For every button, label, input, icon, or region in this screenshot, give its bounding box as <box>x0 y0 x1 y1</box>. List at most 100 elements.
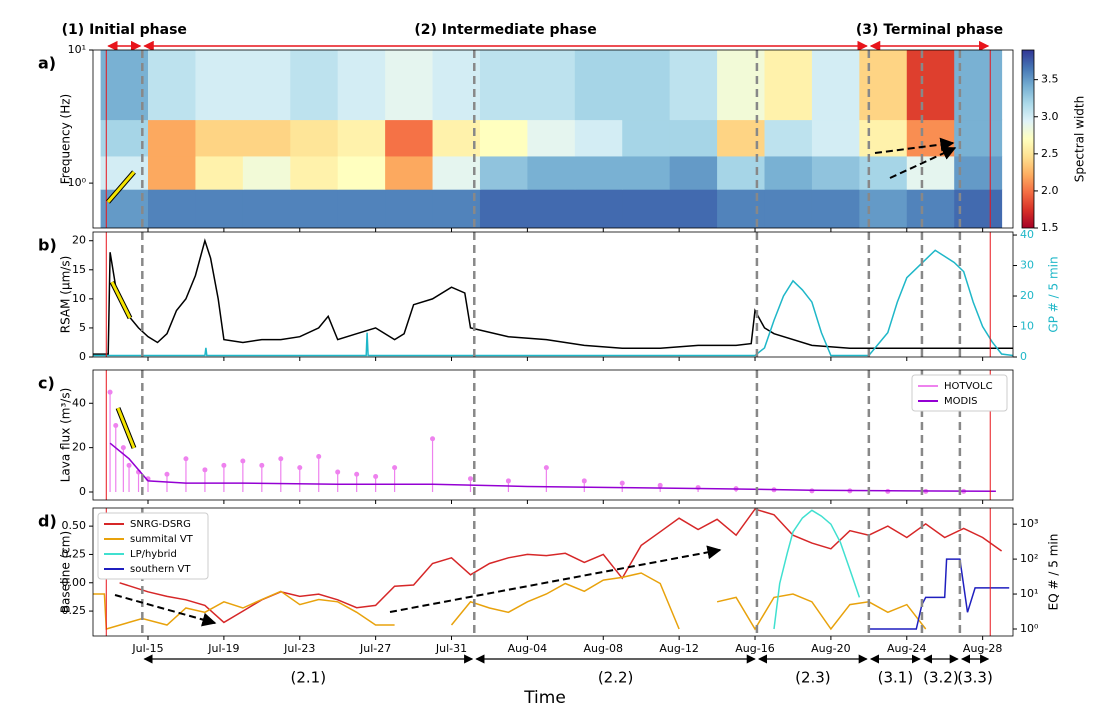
colorbar-tick-label: 2.5 <box>1041 147 1059 160</box>
stem-marker <box>297 465 303 471</box>
stem-marker <box>164 471 170 477</box>
stem-marker <box>202 467 208 473</box>
y2-tick-label: 10¹ <box>1020 587 1038 600</box>
x-axis-label: Time <box>523 688 566 708</box>
series-line <box>93 572 927 631</box>
stem-marker <box>240 458 246 464</box>
annotation-arrow <box>116 407 136 449</box>
legend-label: southern VT <box>130 564 191 575</box>
heatmap-cell <box>906 189 955 228</box>
x-tick-label: Aug-12 <box>659 642 698 655</box>
heatmap-cell <box>764 50 813 121</box>
stem-marker <box>126 462 132 468</box>
heatmap-cell <box>859 119 908 157</box>
y-tick-label: 0.25 <box>62 547 87 560</box>
series-line <box>773 509 861 630</box>
heatmap-cell <box>669 155 718 190</box>
legend-label: LP/hybrid <box>130 549 177 560</box>
heatmap-cell <box>527 119 576 157</box>
heatmap-cell <box>859 155 908 190</box>
panel-label: a) <box>38 54 56 73</box>
y-tick-label: 5 <box>79 321 86 334</box>
stem-marker <box>335 469 341 475</box>
heatmap-cell <box>764 189 813 228</box>
x-tick-label: Jul-27 <box>359 642 391 655</box>
annotation-arrow <box>110 281 132 319</box>
subphase-label: (3.1) <box>878 669 914 687</box>
panel-label: b) <box>38 236 57 255</box>
heatmap-cell <box>906 119 955 157</box>
heatmap-cell <box>574 50 623 121</box>
heatmap-cell <box>811 189 860 228</box>
y-tick-label: 40 <box>72 396 86 409</box>
colorbar-tick-label: 1.5 <box>1041 221 1059 234</box>
heatmap-cell <box>385 50 434 121</box>
heatmap-cell <box>622 119 671 157</box>
y2-axis-label: GP # / 5 min <box>1047 256 1061 332</box>
y-tick-label: 0.00 <box>62 576 87 589</box>
legend-label: HOTVOLC <box>944 381 993 392</box>
plot-area <box>93 238 1013 357</box>
annotation-arrow <box>874 137 955 154</box>
plot-area <box>93 508 1010 631</box>
annotation-arrow <box>889 146 957 179</box>
heatmap-cell <box>954 155 1003 190</box>
legend-label: SNRG-DSRG <box>130 519 191 530</box>
legend-box <box>97 512 209 580</box>
heatmap-cell <box>432 155 481 190</box>
subphase-label: (2.2) <box>598 669 634 687</box>
x-tick-label: Aug-16 <box>735 642 774 655</box>
heatmap-cell <box>479 119 528 157</box>
y-tick-label: 20 <box>72 234 86 247</box>
heatmap-cell <box>242 119 291 157</box>
x-tick-label: Aug-08 <box>584 642 623 655</box>
x-tick-label: Aug-04 <box>508 642 547 655</box>
heatmap-cell <box>290 119 339 157</box>
colorbar-tick-label: 3.0 <box>1041 110 1059 123</box>
heatmap-cell <box>954 189 1003 228</box>
annotation-arrow <box>114 594 217 627</box>
heatmap-cell <box>148 155 196 190</box>
x-tick-label: Aug-24 <box>887 642 926 655</box>
heatmap-cell <box>574 189 623 228</box>
stem-marker <box>430 436 436 442</box>
legend-label: MODIS <box>944 396 978 407</box>
y2-tick-label: 10³ <box>1020 517 1038 530</box>
heatmap-cell <box>669 50 718 121</box>
heatmap-cell <box>148 50 196 121</box>
y-tick-label: 10¹ <box>68 43 86 56</box>
heatmap-cell <box>242 50 291 121</box>
stem-marker <box>120 445 126 451</box>
panel-label: c) <box>38 374 55 393</box>
subphase-label: (2.1) <box>291 669 327 687</box>
panel-frame <box>92 49 1014 229</box>
y2-tick-label: 10² <box>1020 552 1038 565</box>
stem-marker <box>695 485 701 491</box>
heatmap-cell <box>622 155 671 190</box>
subphase-label: (3.3) <box>957 669 993 687</box>
heatmap-cell <box>669 189 718 228</box>
y-tick-label: 20 <box>72 441 86 454</box>
y-tick-label: 15 <box>72 263 86 276</box>
heatmap-cell <box>100 189 149 228</box>
heatmap-cell <box>195 50 244 121</box>
heatmap-cell <box>622 50 671 121</box>
stem-marker <box>505 478 511 484</box>
heatmap-cell <box>954 119 1003 157</box>
heatmap-cell <box>385 155 434 190</box>
annotation-arrow <box>106 171 136 203</box>
heatmap-cell <box>479 155 528 190</box>
phase-label: (2) Intermediate phase <box>414 22 596 38</box>
colorbar-label: Spectral width <box>1073 96 1087 182</box>
heatmap-cell <box>811 155 860 190</box>
x-tick-label: Jul-15 <box>131 642 163 655</box>
x-tick-label: Aug-28 <box>963 642 1002 655</box>
heatmap-cell <box>906 50 955 121</box>
heatmap-cell <box>385 119 434 157</box>
panel-frame <box>92 507 1014 637</box>
stem-marker <box>373 473 379 479</box>
heatmap-cell <box>717 119 766 157</box>
y2-tick-label: 30 <box>1020 259 1034 272</box>
y-tick-label: 10 <box>72 292 86 305</box>
heatmap-cell <box>337 50 386 121</box>
